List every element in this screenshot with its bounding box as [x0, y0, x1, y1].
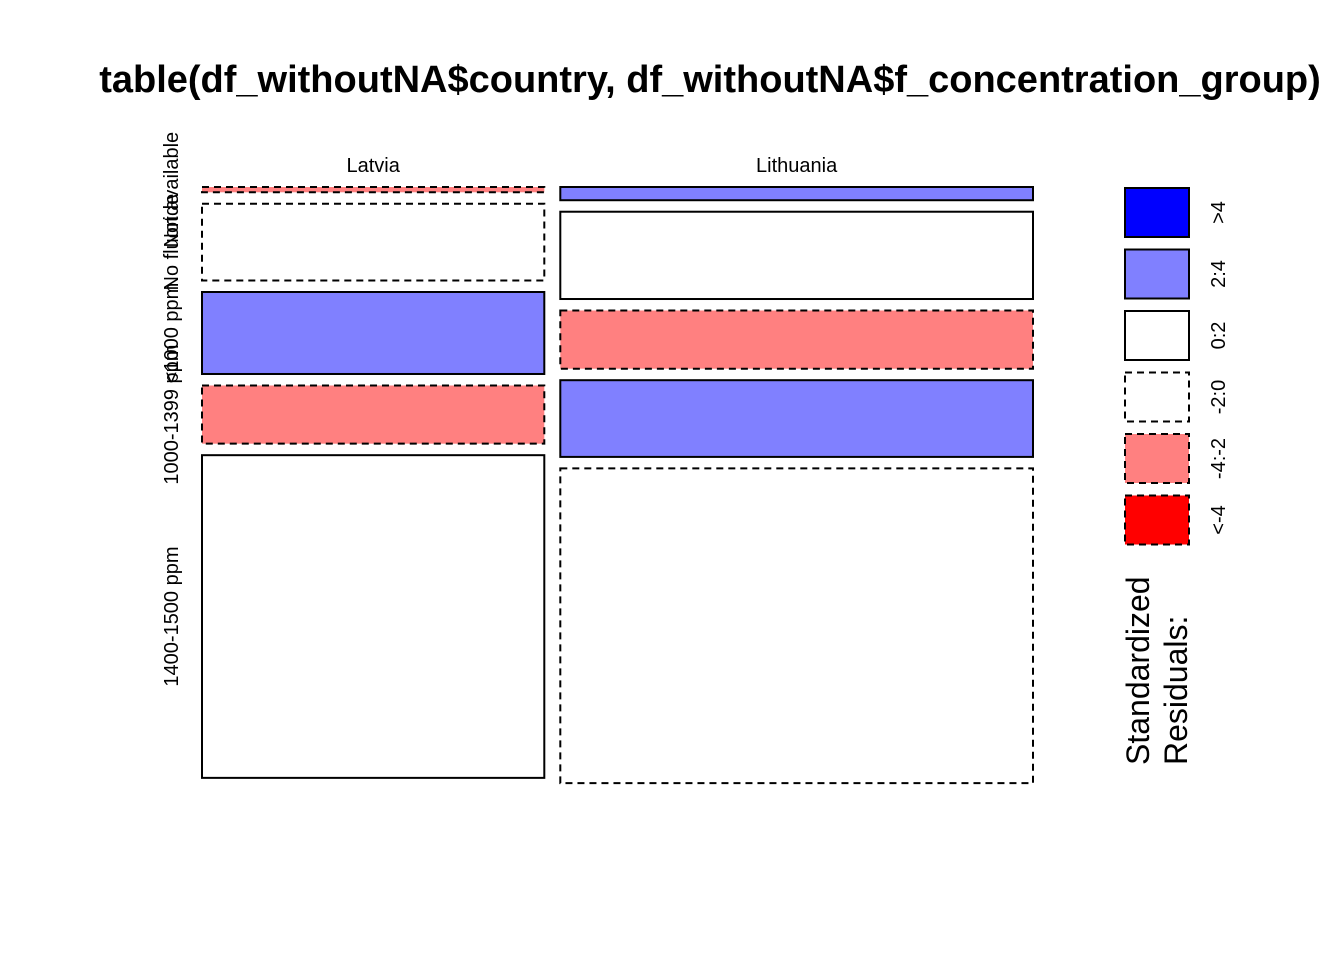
legend-swatch-4-2 [1124, 433, 1190, 484]
column-label-lithuania: Lithuania [756, 155, 838, 177]
legend-swatch-2-0 [1124, 371, 1190, 423]
mosaic-cell-latvia-1000-ppm [201, 290, 546, 375]
legend-label: >4 [1208, 201, 1230, 224]
row-label-1000-ppm: <1000 ppm [161, 283, 183, 384]
legend-label: -4:-2 [1208, 438, 1230, 479]
legend-label: <-4 [1208, 505, 1230, 534]
mosaic-cell-latvia-1000-1399-ppm [201, 384, 546, 445]
mosaic-cell-latvia-no-fluoride [201, 202, 546, 282]
mosaic-cell-lithuania-1000-1399-ppm [559, 379, 1034, 458]
mosaic-cell-lithuania-1000-ppm [559, 309, 1034, 370]
mosaic-cell-lithuania-not-available [559, 186, 1034, 202]
chart-title: table(df_withoutNA$country, df_withoutNA… [99, 59, 1321, 101]
legend-swatch-lt-4 [1124, 494, 1190, 546]
legend-title-line: Residuals: [1158, 616, 1194, 765]
row-label-1000-1399-ppm: 1000-1399 ppm [161, 345, 183, 485]
mosaic-cell-latvia-1400-1500-ppm [201, 454, 546, 779]
column-label-latvia: Latvia [346, 155, 400, 177]
row-label-no-fluoride: No fluoride [161, 194, 183, 291]
legend-swatch-0-2 [1124, 310, 1190, 361]
legend: >4 2:4 0:2 -2:0 -4:-2 <-4 Standardized Residual… [1120, 187, 1230, 765]
legend-swatch-gt4 [1124, 187, 1190, 238]
row-label-not-available: Not available [161, 132, 183, 248]
legend-label: 2:4 [1208, 260, 1230, 288]
legend-title-line: Standardized [1120, 576, 1156, 765]
legend-swatch-2-4 [1124, 248, 1190, 300]
mosaic-cells [201, 186, 1034, 785]
legend-label: 0:2 [1208, 322, 1230, 350]
mosaic-cell-lithuania-no-fluoride [559, 210, 1034, 301]
row-label-1400-1500-ppm: 1400-1500 ppm [161, 546, 183, 686]
mosaic-cell-lithuania-1400-1500-ppm [559, 467, 1034, 785]
mosaic-cell-latvia-not-available [201, 186, 546, 194]
column-labels: Latvia Lithuania [346, 155, 838, 177]
legend-label: -2:0 [1208, 380, 1230, 414]
